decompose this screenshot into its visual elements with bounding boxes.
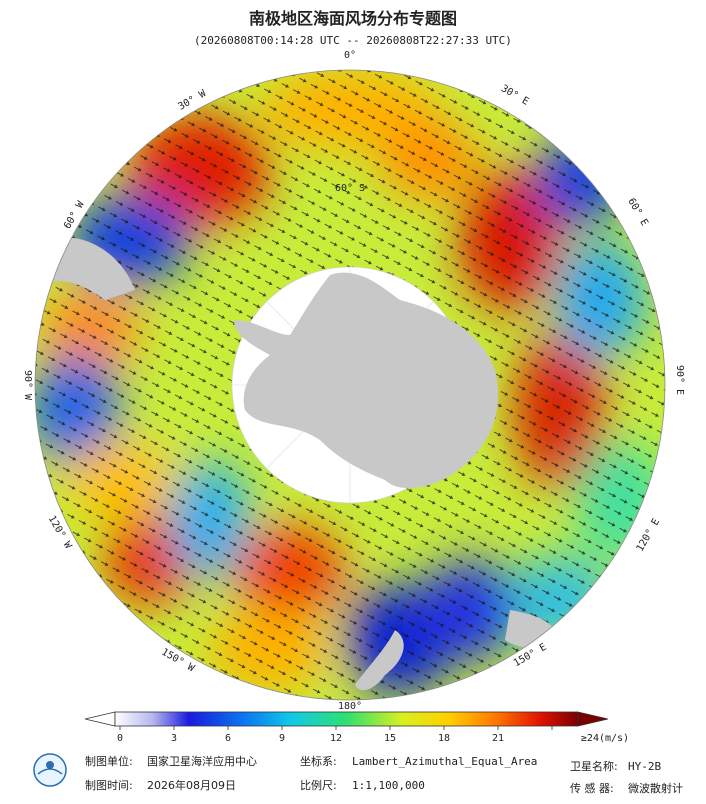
longitude-label: 120° E bbox=[635, 517, 663, 554]
colorbar-tick-label: 0 bbox=[117, 733, 123, 744]
latitude-label: 60° S bbox=[335, 183, 365, 194]
colorbar-high-arrow bbox=[577, 711, 609, 727]
colorbar-max-label: ≥24(m/s) bbox=[581, 733, 629, 744]
colorbar-bar bbox=[114, 711, 579, 727]
sensor: 微波散射计 bbox=[628, 781, 683, 795]
satellite: HY-2B bbox=[628, 760, 661, 773]
colorbar-tick-label: 9 bbox=[279, 733, 285, 744]
producer-label: 制图单位: bbox=[85, 754, 133, 768]
footer: 制图单位: 国家卫星海洋应用中心 制图时间: 2026年08月09日 坐标系: … bbox=[33, 753, 683, 795]
longitude-label: 60° E bbox=[625, 196, 650, 228]
scale-label: 比例尺: bbox=[300, 778, 337, 792]
satellite-label: 卫星名称: bbox=[570, 759, 618, 773]
wind-field bbox=[35, 70, 665, 700]
map-subtitle: (20260808T00:14:28 UTC -- 20260808T22:27… bbox=[194, 34, 512, 47]
longitude-label: 90° W bbox=[22, 370, 33, 401]
sensor-label: 传 感 器: bbox=[570, 782, 614, 795]
crs: Lambert_Azimuthal_Equal_Area bbox=[352, 755, 537, 768]
longitude-label: 0° bbox=[344, 50, 356, 61]
colorbar-tick-label: 6 bbox=[225, 733, 231, 744]
colorbar-tick-label: 18 bbox=[438, 733, 450, 744]
colorbar-tick-label: 21 bbox=[492, 733, 504, 744]
colorbar-tick-label: 15 bbox=[384, 733, 396, 744]
longitude-label: 180° bbox=[338, 701, 362, 712]
producer: 国家卫星海洋应用中心 bbox=[147, 754, 257, 768]
colorbar: 0 3 6 9 12 15 18 21 ≥24(m/s) bbox=[84, 711, 629, 744]
crs-label: 坐标系: bbox=[300, 754, 337, 768]
map-title: 南极地区海面风场分布专题图 bbox=[249, 9, 457, 28]
logo bbox=[33, 753, 67, 787]
date-label: 制图时间: bbox=[85, 779, 133, 792]
colorbar-tick-label: 12 bbox=[330, 733, 342, 744]
longitude-label: 90° E bbox=[674, 365, 685, 395]
date: 2026年08月09日 bbox=[147, 778, 236, 792]
longitude-label: 30° E bbox=[499, 83, 531, 108]
scale: 1:1,100,000 bbox=[352, 779, 425, 792]
map-outline bbox=[34, 69, 666, 701]
antarctica bbox=[231, 266, 499, 504]
colorbar-low-arrow bbox=[84, 711, 116, 727]
colorbar-tick-label: 3 bbox=[171, 733, 177, 744]
